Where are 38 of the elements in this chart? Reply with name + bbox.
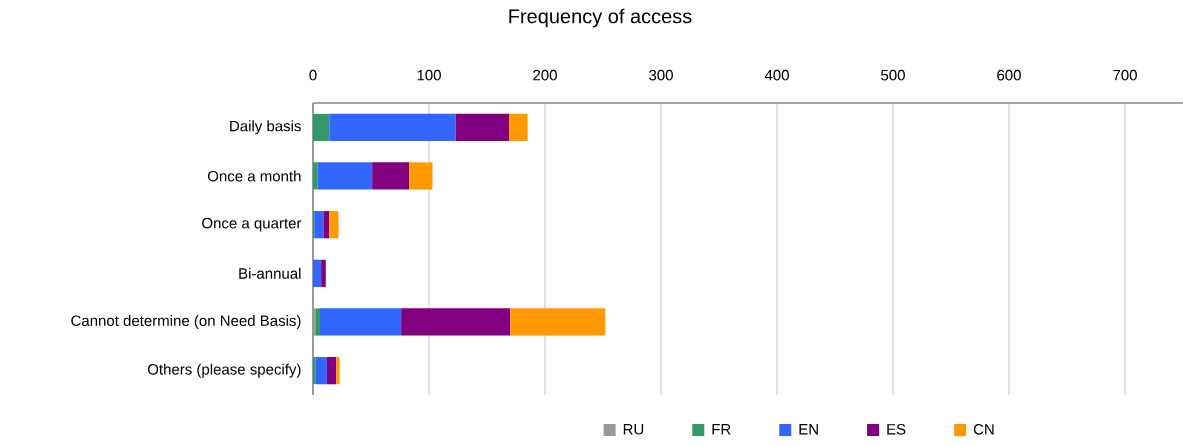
bar [321,259,326,287]
y-tick-label: Bi-annual [239,267,301,279]
x-tick-label: 500 [881,69,905,81]
bar [336,357,340,385]
y-tick-label: Once a quarter [202,217,302,232]
x-tick-label: 400 [764,69,789,81]
bar [509,113,528,141]
x-tick-label: 100 [417,69,441,81]
legend-label: CN [973,424,994,435]
legend-label: FR [712,424,731,435]
bar [315,308,320,336]
bar [409,162,433,190]
x-tick-label: 300 [649,69,673,81]
x-tick-label: 700 [1113,69,1137,81]
bar [319,308,402,336]
x-tick-label: 600 [997,69,1021,81]
bar [313,113,330,141]
legend-label: ES [887,424,906,435]
bar [372,162,410,190]
bar [455,113,510,141]
chart-title: Frequency of access [509,8,692,28]
bar [314,211,324,239]
bar [510,308,606,336]
x-tick-label: 200 [533,69,557,81]
bar [317,162,373,190]
y-tick-label: Daily basis [230,120,301,135]
bar [323,211,330,239]
bar [326,357,337,385]
bar [329,113,456,141]
legend-label: RU [623,424,644,435]
legend-label: EN [799,424,818,435]
y-tick-label: Once a month [207,170,301,182]
bar [315,357,327,385]
bar [329,211,339,239]
y-tick-label: Cannot determine (on Need Basis) [71,315,301,329]
bar [401,308,511,336]
y-tick-label: Others (please specify) [147,363,301,378]
x-tick-label: 0 [309,69,317,81]
